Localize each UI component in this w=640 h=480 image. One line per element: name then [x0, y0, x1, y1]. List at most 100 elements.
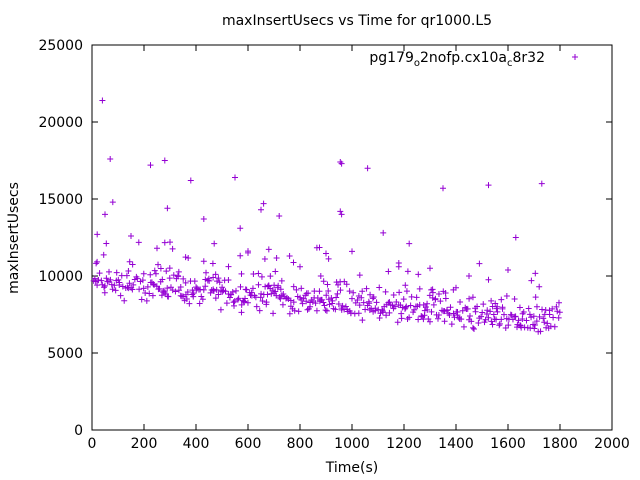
data-point	[541, 319, 548, 326]
data-point	[130, 281, 137, 288]
data-point	[478, 313, 485, 320]
data-point	[359, 288, 366, 295]
data-point	[125, 267, 132, 274]
data-point	[496, 322, 503, 329]
legend: pg179o2nofp.cx10ac8r32	[369, 50, 578, 69]
plot-frame	[91, 44, 613, 431]
data-point	[335, 301, 342, 308]
data-point	[107, 276, 114, 283]
data-point	[354, 296, 361, 303]
data-point	[536, 313, 543, 320]
data-point	[536, 283, 543, 290]
data-point	[343, 281, 350, 288]
data-point	[187, 177, 194, 184]
data-point	[317, 273, 324, 279]
data-point	[154, 245, 160, 252]
data-point	[325, 288, 332, 295]
data-point	[517, 322, 524, 329]
data-point	[210, 274, 217, 281]
data-point	[255, 270, 262, 277]
data-point	[112, 287, 119, 294]
x-tick-label: 600	[235, 436, 262, 452]
data-point	[498, 316, 505, 323]
data-point	[166, 275, 173, 282]
data-point	[376, 315, 383, 322]
data-point	[94, 231, 101, 238]
data-point	[225, 277, 232, 284]
data-point	[200, 258, 207, 265]
data-point	[526, 311, 533, 318]
data-point	[167, 239, 173, 246]
data-point	[100, 251, 107, 258]
data-point	[339, 302, 346, 309]
data-point	[386, 299, 393, 306]
data-point	[432, 296, 439, 303]
data-point	[163, 268, 170, 275]
data-point	[335, 281, 342, 288]
data-point	[232, 174, 238, 181]
data-point	[350, 289, 357, 296]
data-point	[372, 307, 379, 314]
data-point	[205, 275, 212, 282]
data-point	[505, 322, 512, 329]
data-point	[267, 273, 274, 280]
data-point	[434, 315, 441, 322]
data-point	[448, 321, 455, 328]
data-point	[400, 296, 407, 303]
data-point	[155, 261, 162, 268]
data-point	[161, 239, 168, 246]
data-point	[151, 281, 158, 288]
data-point	[250, 271, 257, 278]
data-point	[200, 286, 207, 293]
data-point	[489, 321, 496, 328]
x-tick-label: 1400	[438, 436, 474, 452]
data-point	[207, 289, 214, 296]
data-point	[373, 299, 380, 306]
data-point	[370, 294, 377, 301]
data-point	[257, 294, 264, 301]
data-point	[355, 310, 362, 317]
data-point	[549, 305, 556, 312]
data-point	[426, 292, 433, 299]
data-point	[182, 279, 189, 286]
data-point	[487, 308, 494, 315]
data-point	[101, 289, 108, 296]
data-point	[290, 283, 297, 290]
data-point	[284, 294, 291, 301]
data-point	[347, 309, 354, 316]
data-point	[537, 328, 544, 335]
data-point	[337, 159, 344, 166]
data-point	[528, 277, 535, 284]
data-point	[369, 295, 376, 302]
data-point	[121, 297, 128, 304]
data-point	[325, 255, 332, 262]
data-point	[316, 288, 323, 295]
data-point	[338, 160, 345, 167]
data-point	[273, 292, 280, 299]
x-axis-label: Time(s)	[325, 460, 378, 476]
data-point	[475, 319, 482, 326]
x-tick-label: 800	[287, 436, 314, 452]
data-point	[209, 260, 216, 267]
data-point	[457, 298, 464, 305]
y-tick-label: 15000	[38, 192, 83, 208]
data-point	[519, 316, 526, 323]
data-point	[199, 296, 206, 303]
data-point	[305, 290, 312, 297]
data-point	[466, 295, 473, 302]
data-point	[435, 312, 442, 319]
data-point	[129, 261, 136, 268]
y-axis: 0 5000 10000 15000 20000 25000	[38, 38, 612, 439]
data-point	[295, 308, 302, 315]
x-tick-label: 0	[88, 436, 97, 452]
data-point	[147, 271, 154, 278]
data-point	[460, 323, 467, 330]
data-point	[499, 304, 506, 311]
legend-marker-symbol	[572, 54, 578, 60]
data-point	[364, 165, 371, 172]
data-point	[398, 310, 405, 317]
data-point	[422, 303, 429, 310]
data-point	[382, 288, 389, 295]
data-point	[165, 293, 172, 300]
data-point	[278, 277, 285, 284]
